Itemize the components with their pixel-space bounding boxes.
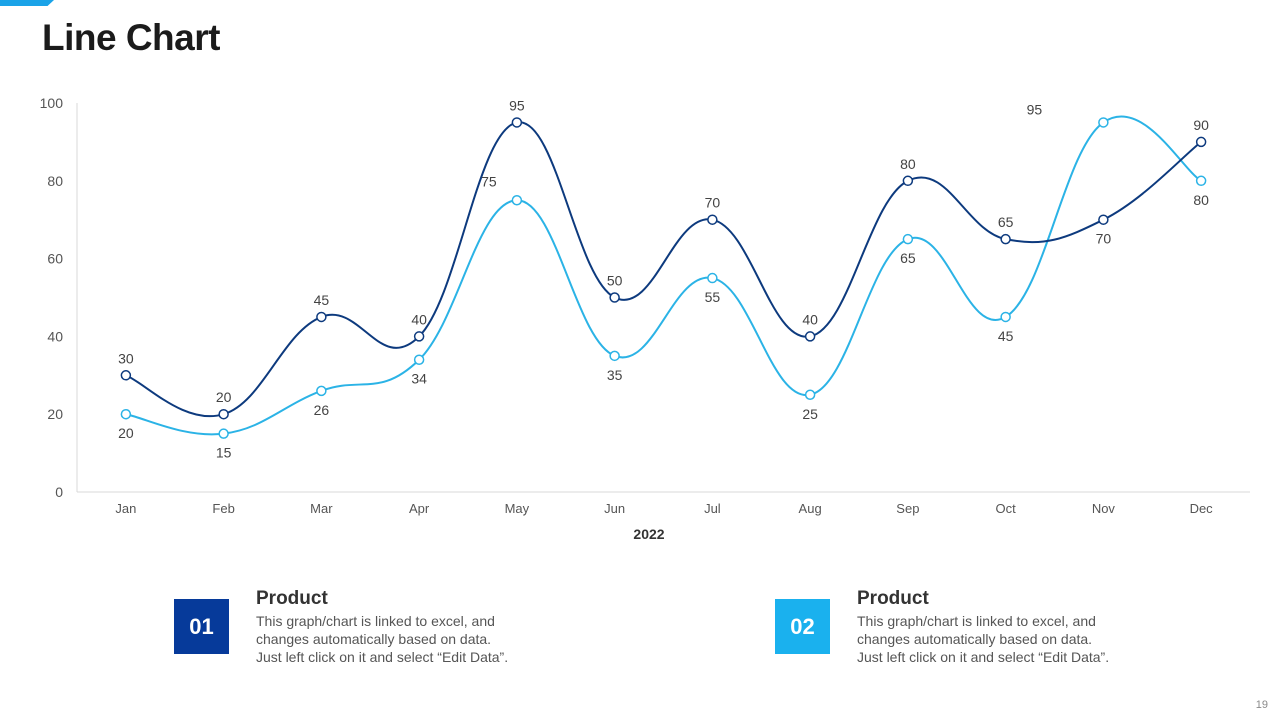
data-label-1: 70 [705, 195, 721, 211]
data-label-1: 80 [900, 156, 916, 172]
data-label-2: 15 [216, 445, 232, 461]
data-point-2 [1195, 175, 1207, 187]
data-label-2: 20 [118, 425, 134, 441]
data-point-2 [1000, 311, 1011, 323]
data-label-2: 34 [411, 371, 427, 387]
data-point-2 [1098, 117, 1109, 128]
legend-item-02: 02 Product This graph/chart is linked to… [775, 588, 1195, 668]
x-tick-label: Dec [1190, 501, 1214, 516]
legend-badge-01: 01 [174, 599, 229, 654]
page-title: Line Chart [42, 17, 220, 58]
data-point-2 [511, 195, 523, 206]
data-label-1: 65 [998, 214, 1014, 230]
data-point-1 [1098, 214, 1109, 225]
legend-line-1: This graph/chart is linked to excel, and [256, 613, 495, 629]
x-tick-label: Jun [604, 501, 625, 516]
y-tick-label: 40 [47, 328, 63, 344]
data-point-1 [316, 311, 327, 323]
legend-line-1: This graph/chart is linked to excel, and [857, 613, 1096, 629]
x-tick-label: Feb [212, 501, 234, 516]
x-tick-label: Jan [115, 501, 136, 516]
data-point-1 [1195, 136, 1207, 148]
data-point-1 [511, 117, 523, 128]
data-point-1 [707, 214, 718, 225]
data-label-2: 26 [314, 402, 330, 418]
data-point-2 [707, 272, 718, 284]
x-tick-label: May [505, 501, 530, 516]
x-tick-label: Sep [896, 501, 919, 516]
series-line-2 [125, 115, 1202, 436]
data-label-1: 70 [1096, 231, 1112, 247]
data-point-2 [609, 350, 620, 362]
legend-badge-02: 02 [775, 599, 830, 654]
data-point-1 [120, 370, 132, 381]
data-label-1: 40 [802, 311, 818, 327]
x-tick-label: Oct [996, 501, 1017, 516]
x-tick-label: Nov [1092, 501, 1116, 516]
legend-heading-02: Product [857, 588, 929, 609]
data-label-2: 95 [1027, 101, 1043, 117]
data-label-1: 50 [607, 273, 623, 289]
line-chart[interactable]: 0 20 40 60 80 100 Jan Feb Mar Apr May Jun Jul Aug Sep O… [0, 0, 1280, 560]
legend-line-2: changes automatically based on data. [256, 631, 492, 647]
corner-accent [0, 0, 54, 6]
y-tick-label: 100 [40, 95, 64, 111]
y-tick-label: 20 [47, 406, 63, 422]
data-label-2: 80 [1193, 192, 1209, 208]
data-label-2: 25 [802, 406, 818, 422]
data-label-1: 20 [216, 389, 232, 405]
legend-description-01: This graph/chart is linked to excel, and… [256, 612, 508, 666]
data-point-2 [413, 354, 425, 365]
data-label-2: 35 [607, 367, 623, 383]
legend-line-2: changes automatically based on data. [857, 631, 1093, 647]
series-line-1 [125, 121, 1202, 418]
data-label-2: 65 [900, 250, 916, 266]
data-label-2: 55 [705, 289, 721, 305]
data-point-2 [120, 408, 132, 420]
data-label-2: 75 [481, 173, 497, 189]
y-tick-label: 0 [55, 484, 63, 500]
legend-description-02: This graph/chart is linked to excel, and… [857, 612, 1109, 666]
data-point-1 [218, 408, 229, 420]
x-tick-label: Aug [799, 501, 822, 516]
x-axis-title: 2022 [633, 526, 664, 542]
data-point-1 [902, 175, 914, 187]
legend-line-3: Just left click on it and select “Edit D… [256, 649, 509, 665]
data-point-2 [316, 385, 327, 397]
data-label-1: 90 [1193, 117, 1209, 133]
data-point-1 [609, 292, 620, 303]
slide-number: 19 [1255, 699, 1268, 711]
data-point-2 [804, 389, 816, 400]
x-tick-label: Jul [704, 501, 721, 516]
y-tick-label: 80 [47, 173, 63, 189]
data-point-1 [804, 331, 816, 342]
x-tick-label: Apr [409, 501, 430, 516]
data-label-1: 40 [411, 311, 427, 327]
data-label-1: 30 [118, 350, 134, 366]
legend-heading-01: Product [256, 588, 328, 609]
data-point-2 [218, 428, 229, 439]
legend-item-01: 01 Product This graph/chart is linked to… [174, 588, 594, 668]
data-label-2: 45 [998, 328, 1014, 344]
data-point-2 [902, 233, 914, 245]
data-label-1: 95 [509, 97, 525, 113]
x-tick-label: Mar [310, 501, 333, 516]
y-tick-label: 60 [47, 251, 63, 267]
legend-line-3: Just left click on it and select “Edit D… [857, 649, 1110, 665]
data-label-1: 45 [314, 292, 330, 308]
data-point-1 [1000, 233, 1011, 245]
data-point-1 [413, 331, 425, 342]
